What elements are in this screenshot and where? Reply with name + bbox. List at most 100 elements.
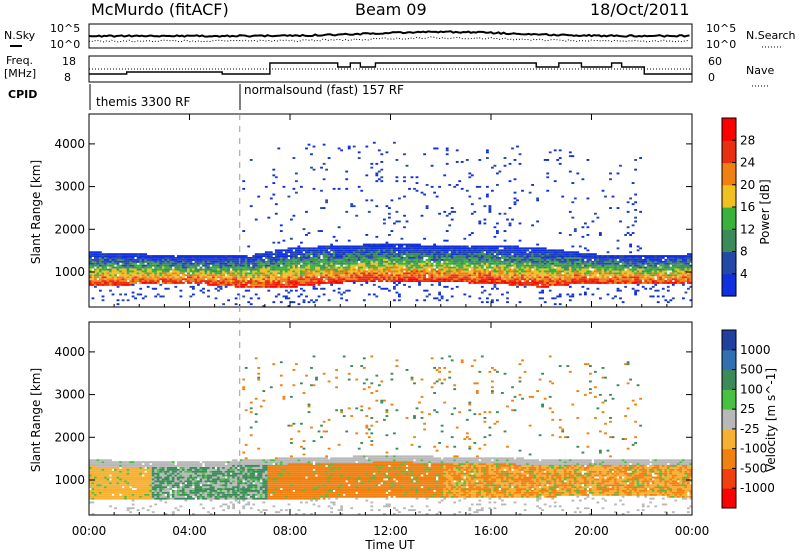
heatmap-cell bbox=[330, 266, 334, 269]
heatmap-cell bbox=[269, 260, 273, 263]
heatmap-cell bbox=[340, 272, 344, 275]
heatmap-cell bbox=[473, 257, 477, 259]
heatmap-cell bbox=[393, 245, 396, 248]
heatmap-cell bbox=[420, 251, 424, 254]
heatmap-cell bbox=[342, 257, 346, 259]
heatmap-cell bbox=[418, 243, 421, 246]
heatmap-cell bbox=[403, 176, 406, 179]
heatmap-cell bbox=[292, 247, 296, 250]
heatmap-cell bbox=[599, 262, 602, 265]
heatmap-cell bbox=[350, 257, 354, 259]
heatmap-cell bbox=[264, 272, 268, 275]
heatmap-cell bbox=[307, 260, 311, 263]
heatmap-cell bbox=[513, 280, 517, 282]
heatmap-cell bbox=[267, 285, 271, 288]
heatmap-cell bbox=[443, 174, 447, 177]
heatmap-cell bbox=[631, 272, 635, 275]
heatmap-cell bbox=[367, 210, 371, 213]
heatmap-cell bbox=[300, 253, 303, 256]
heatmap-cell bbox=[551, 272, 555, 275]
heatmap-cell bbox=[656, 259, 660, 261]
heatmap-cell bbox=[322, 162, 326, 165]
heatmap-cell bbox=[403, 180, 406, 183]
heatmap-cell bbox=[227, 264, 231, 267]
heatmap-cell bbox=[285, 295, 288, 298]
heatmap-cell bbox=[224, 280, 228, 282]
heatmap-cell bbox=[584, 274, 587, 277]
heatmap-cell bbox=[149, 278, 153, 281]
heatmap-cell bbox=[611, 255, 615, 257]
heatmap-cell bbox=[101, 282, 105, 284]
heatmap-cell bbox=[463, 237, 467, 240]
heatmap-cell bbox=[307, 143, 311, 146]
heatmap-cell bbox=[496, 264, 499, 267]
heatmap-cell bbox=[634, 255, 638, 257]
heatmap-cell bbox=[521, 253, 524, 256]
heatmap-cell bbox=[682, 270, 685, 273]
heatmap-cell bbox=[584, 264, 587, 267]
heatmap-cell bbox=[408, 251, 411, 254]
heatmap-cell bbox=[684, 262, 688, 265]
heatmap-cell bbox=[516, 268, 519, 271]
heatmap-cell bbox=[375, 264, 379, 267]
heatmap-cell bbox=[237, 274, 241, 277]
heatmap-cell bbox=[189, 264, 193, 267]
heatmap-cell bbox=[629, 270, 633, 273]
heatmap-cell bbox=[606, 268, 610, 271]
heatmap-cell bbox=[656, 260, 660, 263]
heatmap-cell bbox=[327, 247, 331, 250]
heatmap-cell bbox=[664, 272, 668, 275]
heatmap-cell bbox=[433, 270, 437, 273]
heatmap-cell bbox=[227, 280, 231, 282]
heatmap-cell bbox=[445, 274, 449, 277]
heatmap-cell bbox=[511, 255, 514, 257]
heatmap-cell bbox=[310, 299, 313, 302]
heatmap-cell bbox=[151, 264, 155, 267]
heatmap-cell bbox=[370, 166, 374, 169]
heatmap-cell bbox=[566, 255, 570, 257]
heatmap-cell bbox=[418, 251, 421, 254]
heatmap-cell bbox=[300, 280, 303, 282]
heatmap-cell bbox=[242, 283, 246, 286]
heatmap-cell bbox=[410, 247, 414, 250]
heatmap-cell bbox=[651, 295, 655, 298]
heatmap-cell bbox=[566, 293, 570, 296]
heatmap-cell bbox=[239, 268, 243, 271]
heatmap-cell bbox=[393, 282, 396, 284]
heatmap-cell bbox=[342, 245, 346, 248]
heatmap-cell bbox=[521, 266, 524, 269]
heatmap-cell bbox=[679, 282, 683, 284]
heatmap-cell bbox=[405, 220, 409, 223]
heatmap-cell bbox=[109, 497, 112, 500]
heatmap-cell bbox=[591, 272, 595, 275]
heatmap-cell bbox=[443, 280, 447, 282]
heatmap-cell bbox=[111, 270, 115, 273]
heatmap-cell bbox=[101, 299, 105, 302]
heatmap-cell bbox=[553, 262, 557, 265]
heatmap-cell bbox=[671, 264, 675, 267]
heatmap-cell bbox=[320, 251, 323, 254]
heatmap-cell bbox=[513, 274, 517, 277]
heatmap-cell bbox=[480, 276, 484, 279]
heatmap-cell bbox=[616, 268, 620, 271]
heatmap-cell bbox=[486, 157, 489, 159]
heatmap-cell bbox=[176, 276, 180, 279]
heatmap-cell bbox=[101, 260, 105, 263]
heatmap-cell bbox=[176, 270, 180, 273]
heatmap-cell bbox=[166, 255, 170, 257]
heatmap-cell bbox=[357, 276, 361, 279]
heatmap-cell bbox=[641, 270, 645, 273]
heatmap-cell bbox=[287, 297, 291, 300]
heatmap-cell bbox=[614, 266, 617, 269]
heatmap-cell bbox=[282, 260, 286, 263]
heatmap-cell bbox=[619, 164, 622, 167]
heatmap-cell bbox=[443, 249, 447, 252]
heatmap-cell bbox=[596, 257, 600, 259]
heatmap-cell bbox=[149, 280, 153, 282]
heatmap-cell bbox=[111, 260, 115, 263]
heatmap-cell bbox=[450, 249, 454, 252]
heatmap-cell bbox=[96, 465, 100, 467]
heatmap-cell bbox=[558, 232, 562, 234]
heatmap-cell bbox=[234, 303, 238, 306]
